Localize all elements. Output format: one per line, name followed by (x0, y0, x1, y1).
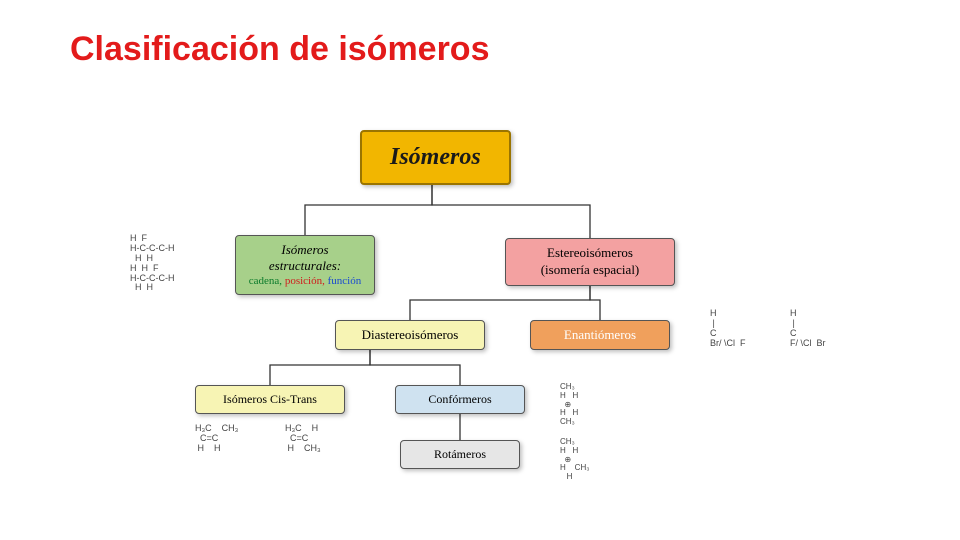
node-conformeros: Confórmeros (395, 385, 525, 414)
chem-conformer-1: CH₃ H H ⊕ H H CH₃ (560, 383, 578, 427)
stereo-line1: Estereoisómeros (516, 245, 664, 262)
node-estructurales: Isómeros estructurales: cadena, posición… (235, 235, 375, 295)
node-label: Rotámeros (434, 447, 486, 461)
struct-line1: Isómeros (246, 242, 364, 258)
chem-cis-structure: H₃C CH₃ C=C H H (195, 424, 238, 454)
struct-funcion: función (328, 275, 362, 287)
stereo-line2: (isomería espacial) (516, 262, 664, 279)
node-cis-trans: Isómeros Cis-Trans (195, 385, 345, 414)
node-estereoisomeros: Estereoisómeros (isomería espacial) (505, 238, 675, 286)
struct-cadena: cadena, (249, 275, 282, 287)
node-label: Diastereoisómeros (362, 327, 459, 342)
node-enantiomeros: Enantiómeros (530, 320, 670, 350)
node-diastereoisomeros: Diastereoisómeros (335, 320, 485, 350)
node-label: Confórmeros (428, 392, 491, 406)
node-label: Enantiómeros (564, 327, 636, 342)
chem-chiral-right: H | C F/ \Cl Br (790, 309, 826, 349)
struct-subtypes: cadena, posición, función (246, 275, 364, 289)
chem-trans-structure: H₃C H C=C H CH₃ (285, 424, 321, 454)
chem-chiral-left: H | C Br/ \Cl F (710, 309, 746, 349)
node-isomeros-root: Isómeros (360, 130, 511, 185)
page-title: Clasificación de isómeros (70, 30, 490, 69)
chem-conformer-2: CH₃ H H ⊕ H CH₃ H (560, 438, 589, 482)
struct-posicion: posición, (285, 275, 325, 287)
node-rotameros: Rotámeros (400, 440, 520, 469)
struct-line2: estructurales: (246, 258, 364, 274)
chem-structural-left: H F H-C-C-C-H H H H H F H-C-C-C-H H H (130, 234, 175, 293)
node-label: Isómeros Cis-Trans (223, 392, 317, 406)
node-label: Isómeros (390, 144, 481, 170)
